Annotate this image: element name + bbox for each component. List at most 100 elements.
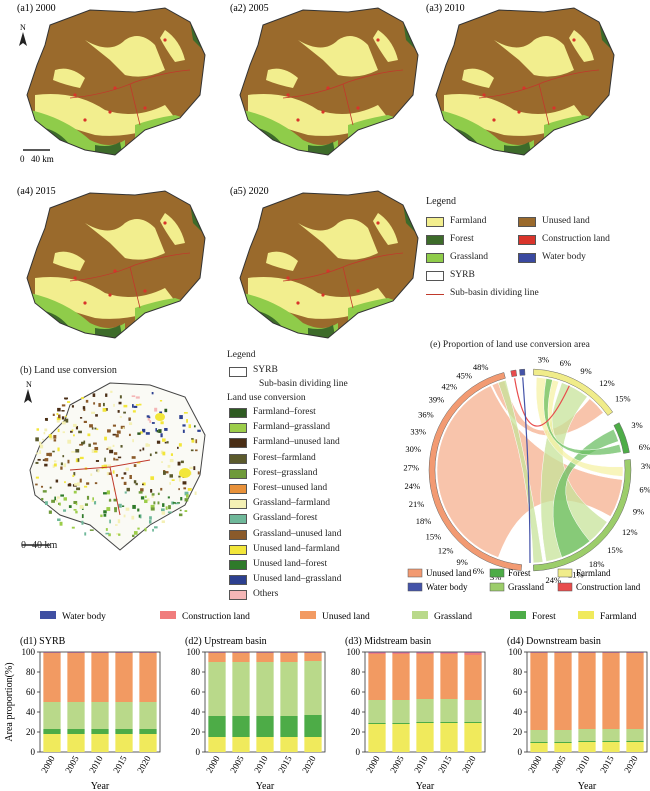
conversion-patch	[67, 401, 71, 403]
conversion-patch	[108, 499, 112, 502]
conversion-patch	[95, 460, 100, 462]
conversion-patch	[86, 495, 90, 500]
conversion-patch	[75, 449, 80, 453]
conversion-patch	[142, 483, 144, 486]
conversion-patch	[79, 504, 84, 509]
bar-segment	[208, 662, 226, 716]
bar-segment	[115, 653, 133, 702]
conversion-patch	[63, 509, 67, 512]
conversion-patch	[180, 496, 183, 501]
conversion-patch	[67, 459, 70, 464]
conversion-patch	[188, 424, 192, 429]
conversion-legend-label: Farmland–grassland	[253, 422, 331, 433]
conversion-patch	[39, 450, 42, 454]
legend-water: Water body	[542, 252, 586, 262]
conversion-patch	[171, 479, 175, 481]
conversion-patch	[179, 415, 183, 420]
conversion-patch	[113, 457, 116, 461]
conversion-patch	[178, 443, 182, 447]
chord-tick-unused: 42%	[441, 381, 457, 391]
conversion-patch	[59, 521, 63, 526]
bar-segment	[43, 702, 61, 729]
bar-legend-swatch	[160, 611, 176, 619]
conversion-patch	[174, 502, 179, 505]
conversion-patch	[164, 427, 168, 431]
conversion-patch	[148, 416, 151, 419]
conversion-legend-swatch	[229, 438, 247, 449]
conversion-patch	[57, 428, 60, 433]
conversion-patch	[96, 428, 99, 431]
bar-segment	[578, 652, 596, 653]
conversion-patch	[165, 506, 168, 510]
chord-legend-label: Grassland	[508, 582, 544, 592]
conversion-legend-swatch	[229, 560, 247, 570]
conversion-patch	[56, 420, 60, 423]
bar-segment	[602, 741, 620, 742]
conversion-patch	[131, 515, 135, 520]
conversion-legend-label: Unused land–farmland	[253, 543, 340, 554]
bar-segment	[139, 653, 157, 702]
conversion-patch	[44, 417, 48, 421]
y-axis-label: Area proportion(%)	[4, 662, 15, 741]
conversion-patch	[135, 482, 138, 486]
bar-segment	[368, 723, 386, 724]
conversion-patch	[132, 534, 135, 538]
x-tick-label: 2010	[87, 754, 105, 775]
conversion-patch	[104, 436, 107, 441]
conversion-patch	[63, 463, 67, 468]
panel-b-scale-zero: 0	[21, 540, 26, 551]
conversion-patch	[36, 452, 39, 455]
conversion-patch	[72, 423, 77, 427]
conversion-patch	[139, 431, 143, 434]
y-tick-label: 0	[31, 747, 36, 757]
conversion-patch	[84, 532, 87, 536]
bar-segment	[208, 716, 226, 737]
y-tick-label: 40	[26, 707, 36, 717]
conversion-patch	[144, 499, 148, 504]
conversion-patch	[121, 477, 124, 480]
chord-tick-grassland: 9%	[633, 507, 644, 517]
bar-segment	[139, 729, 157, 734]
conversion-patch	[79, 456, 84, 460]
divider-line-swatch	[426, 294, 444, 295]
conversion-patch	[57, 414, 61, 419]
bar-segment	[554, 653, 572, 730]
conversion-patch	[43, 431, 46, 435]
conversion-patch	[195, 449, 198, 452]
conversion-patch	[98, 403, 101, 407]
bar-segment	[530, 652, 548, 653]
x-tick-label: 2000	[204, 754, 222, 775]
bar-segment	[626, 652, 644, 653]
conversion-divider	[69, 459, 151, 516]
bar-segment	[91, 653, 109, 702]
conversion-patch	[182, 424, 186, 427]
bar-segment	[67, 729, 85, 734]
bar-segment	[280, 737, 298, 752]
conversion-patch	[39, 441, 42, 446]
conversion-patch	[81, 441, 85, 445]
conversion-patch	[82, 406, 86, 410]
conversion-patch	[64, 415, 67, 418]
conversion-patch	[157, 501, 160, 505]
chord-tick-farmland: 9%	[580, 366, 591, 376]
x-tick-label: 2000	[39, 754, 57, 775]
conversion-legend-label: Grassland–unused land	[253, 528, 342, 539]
conversion-patch	[194, 491, 197, 495]
conversion-patch	[138, 514, 141, 518]
conversion-patch	[91, 411, 96, 414]
conversion-patch	[179, 509, 182, 512]
conversion-patch	[149, 420, 152, 423]
conversion-patch	[191, 438, 194, 440]
chord-tick-unused: 27%	[403, 463, 419, 473]
conversion-patch	[193, 425, 196, 428]
y-tick-label: 80	[191, 667, 201, 677]
conv-legend-subtitle: Land use conversion	[227, 393, 306, 403]
bar-segment	[280, 716, 298, 737]
conversion-patch	[156, 430, 159, 433]
bar-segment	[208, 653, 226, 662]
bar-segment	[91, 734, 109, 752]
conversion-patch	[73, 500, 78, 504]
conversion-patch	[149, 453, 152, 457]
chord-forest-segment	[613, 422, 630, 454]
bar-segment	[232, 653, 250, 662]
